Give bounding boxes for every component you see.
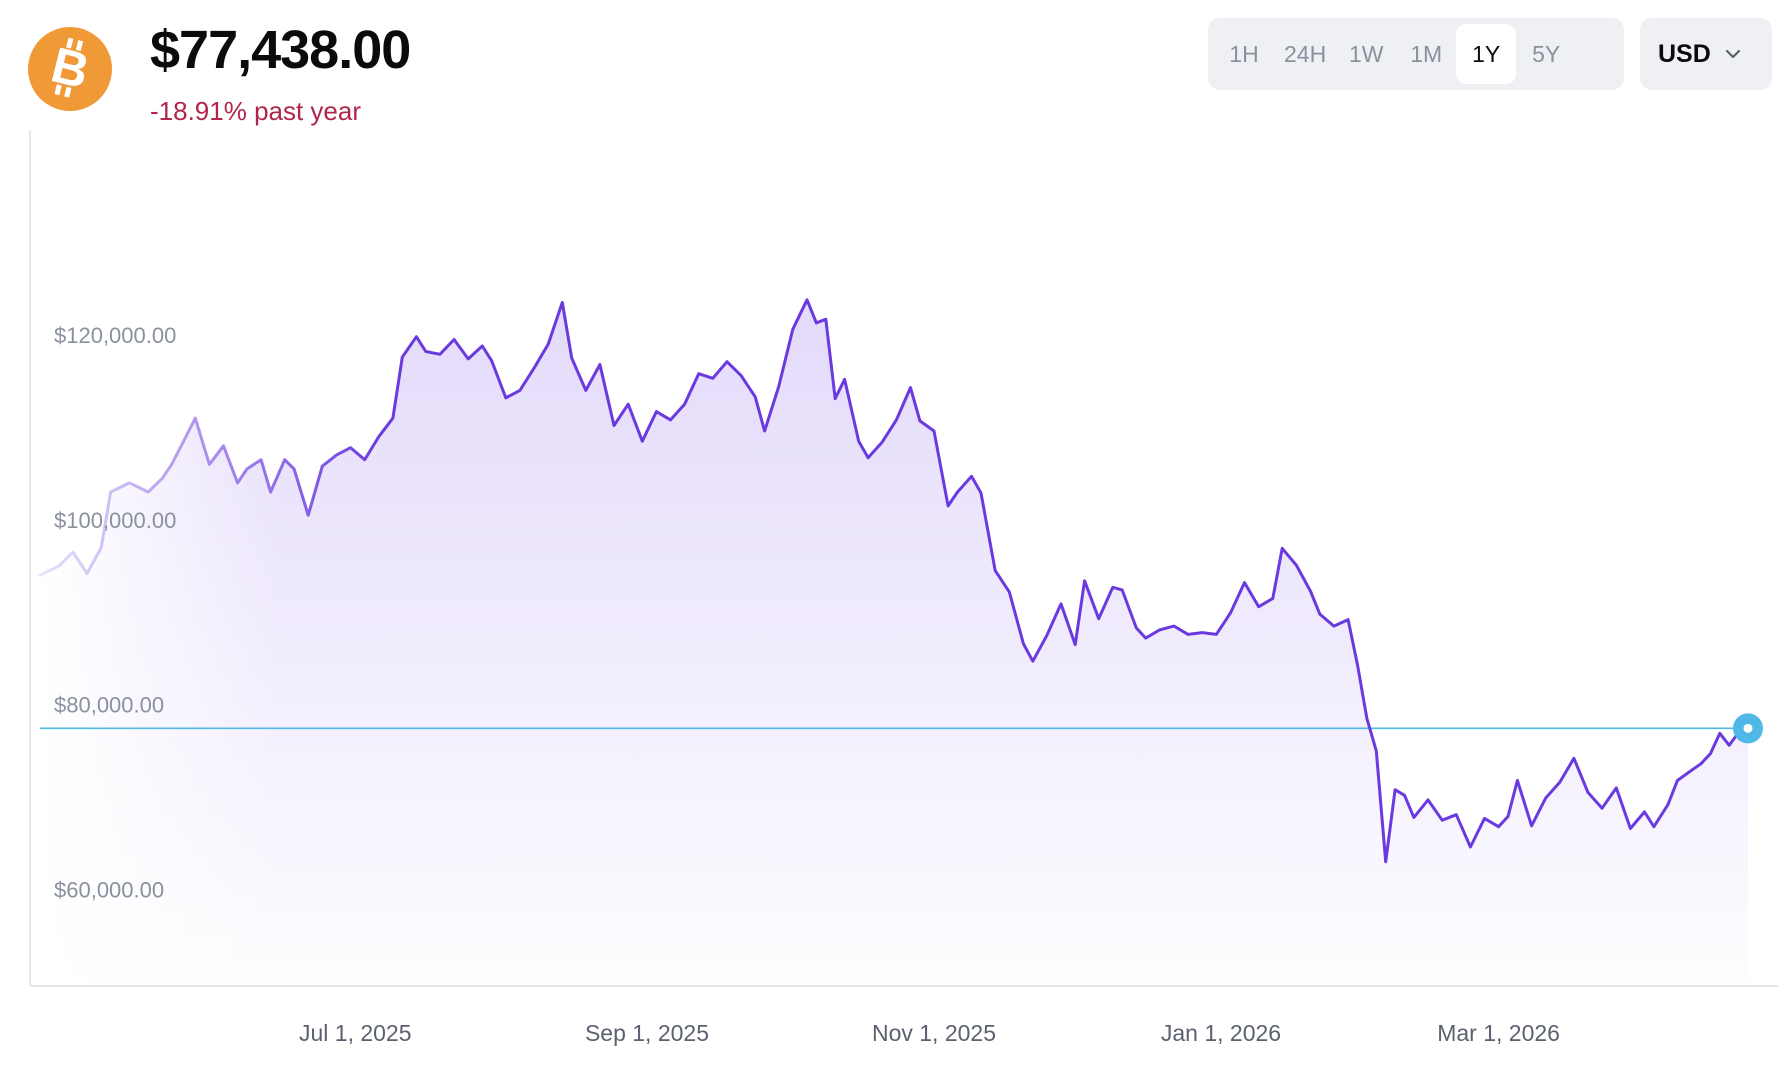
price-change: -18.91% past year (150, 96, 362, 126)
currency-dropdown[interactable]: USD (1640, 18, 1772, 90)
range-24h-button[interactable]: 24H (1284, 40, 1327, 67)
price-chart-svg: $60,000.00 $80,000.00 $100,000.00 $120,000.… (29, 130, 1778, 1046)
price-area-fill (40, 299, 1748, 982)
y-tick-label: $120,000.00 (54, 323, 176, 348)
range-1m-button[interactable]: 1M (1410, 40, 1443, 67)
price-series-line (38, 298, 1750, 864)
x-tick-label: Mar 1, 2026 (1437, 1020, 1560, 1046)
chevron-down-icon (1725, 49, 1741, 59)
bitcoin-icon: B (28, 27, 112, 111)
current-price: $77,438.00 (150, 20, 411, 80)
range-1h-button[interactable]: 1H (1229, 40, 1259, 67)
currency-label: USD (1658, 39, 1711, 68)
area-fade (40, 150, 280, 982)
asset-header: B $77,438.00 -18.91% past year 1H 24H 1W 1M… (0, 0, 1788, 130)
x-tick-label: Sep 1, 2025 (585, 1020, 709, 1046)
range-5y-button[interactable]: 5Y (1532, 40, 1561, 67)
y-tick-label: $60,000.00 (54, 878, 164, 903)
y-tick-label: $80,000.00 (54, 693, 164, 718)
current-price-marker-center (1743, 723, 1753, 733)
x-tick-label: Nov 1, 2025 (872, 1020, 996, 1046)
time-range-selector: 1H 24H 1W 1M 1Y 5Y (1208, 18, 1624, 90)
range-1w-button[interactable]: 1W (1348, 40, 1384, 67)
range-1y-button[interactable]: 1Y (1456, 24, 1517, 84)
price-chart[interactable]: $60,000.00 $80,000.00 $100,000.00 $120,000.… (0, 130, 1788, 1088)
y-tick-label: $100,000.00 (54, 508, 176, 533)
x-tick-label: Jul 1, 2025 (299, 1020, 412, 1046)
x-tick-label: Jan 1, 2026 (1161, 1020, 1281, 1046)
